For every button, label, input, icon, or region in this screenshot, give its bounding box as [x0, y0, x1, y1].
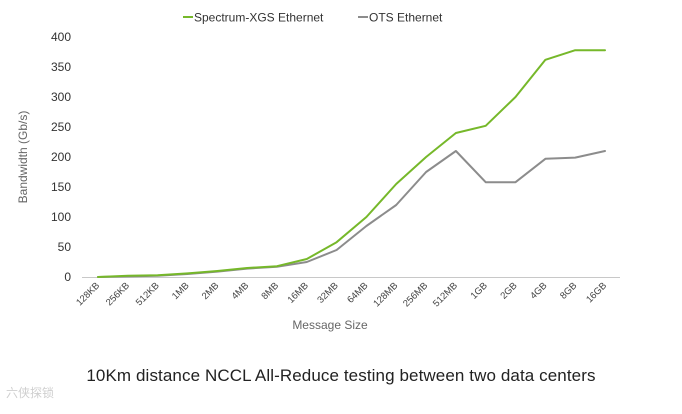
y-tick-label: 300: [51, 90, 71, 104]
series-line: [97, 49, 606, 278]
series-line: [97, 150, 606, 278]
watermark-text: 六侠探锁: [6, 386, 55, 400]
x-tick-label: 512MB: [431, 280, 460, 309]
chart-title: 10Km distance NCCL All-Reduce testing be…: [86, 366, 596, 385]
x-tick-label: 1MB: [170, 280, 192, 302]
x-tick-label: 4MB: [230, 280, 252, 302]
y-tick-label: 100: [51, 210, 71, 224]
x-tick-label: 128KB: [74, 280, 102, 308]
x-tick-label: 2GB: [498, 280, 519, 301]
x-tick-label: 4GB: [528, 280, 549, 301]
x-tick-label: 128MB: [371, 280, 400, 309]
x-tick-label: 256KB: [104, 280, 132, 308]
x-tick-label: 8MB: [259, 280, 281, 302]
y-axis-title: Bandwidth (Gb/s): [16, 111, 30, 204]
x-tick-label: 32MB: [315, 280, 340, 305]
legend-label: Spectrum-XGS Ethernet: [194, 11, 324, 25]
y-tick-label: 50: [58, 240, 72, 254]
x-tick-label: 2MB: [200, 280, 222, 302]
x-tick-label: 1GB: [469, 280, 490, 301]
y-tick-label: 250: [51, 120, 71, 134]
x-tick-label: 16MB: [286, 280, 311, 305]
x-tick-label: 16GB: [584, 280, 609, 305]
y-tick-label: 0: [64, 270, 71, 284]
x-tick-label: 512KB: [134, 280, 162, 308]
y-tick-label: 200: [51, 150, 71, 164]
x-axis-title: Message Size: [292, 318, 368, 332]
y-tick-label: 150: [51, 180, 71, 194]
x-tick-label: 8GB: [558, 280, 579, 301]
legend-label: OTS Ethernet: [369, 11, 443, 25]
x-tick-label: 64MB: [345, 280, 370, 305]
x-tick-label: 256MB: [401, 280, 430, 309]
y-tick-label: 350: [51, 60, 71, 74]
y-tick-label: 400: [51, 30, 71, 44]
